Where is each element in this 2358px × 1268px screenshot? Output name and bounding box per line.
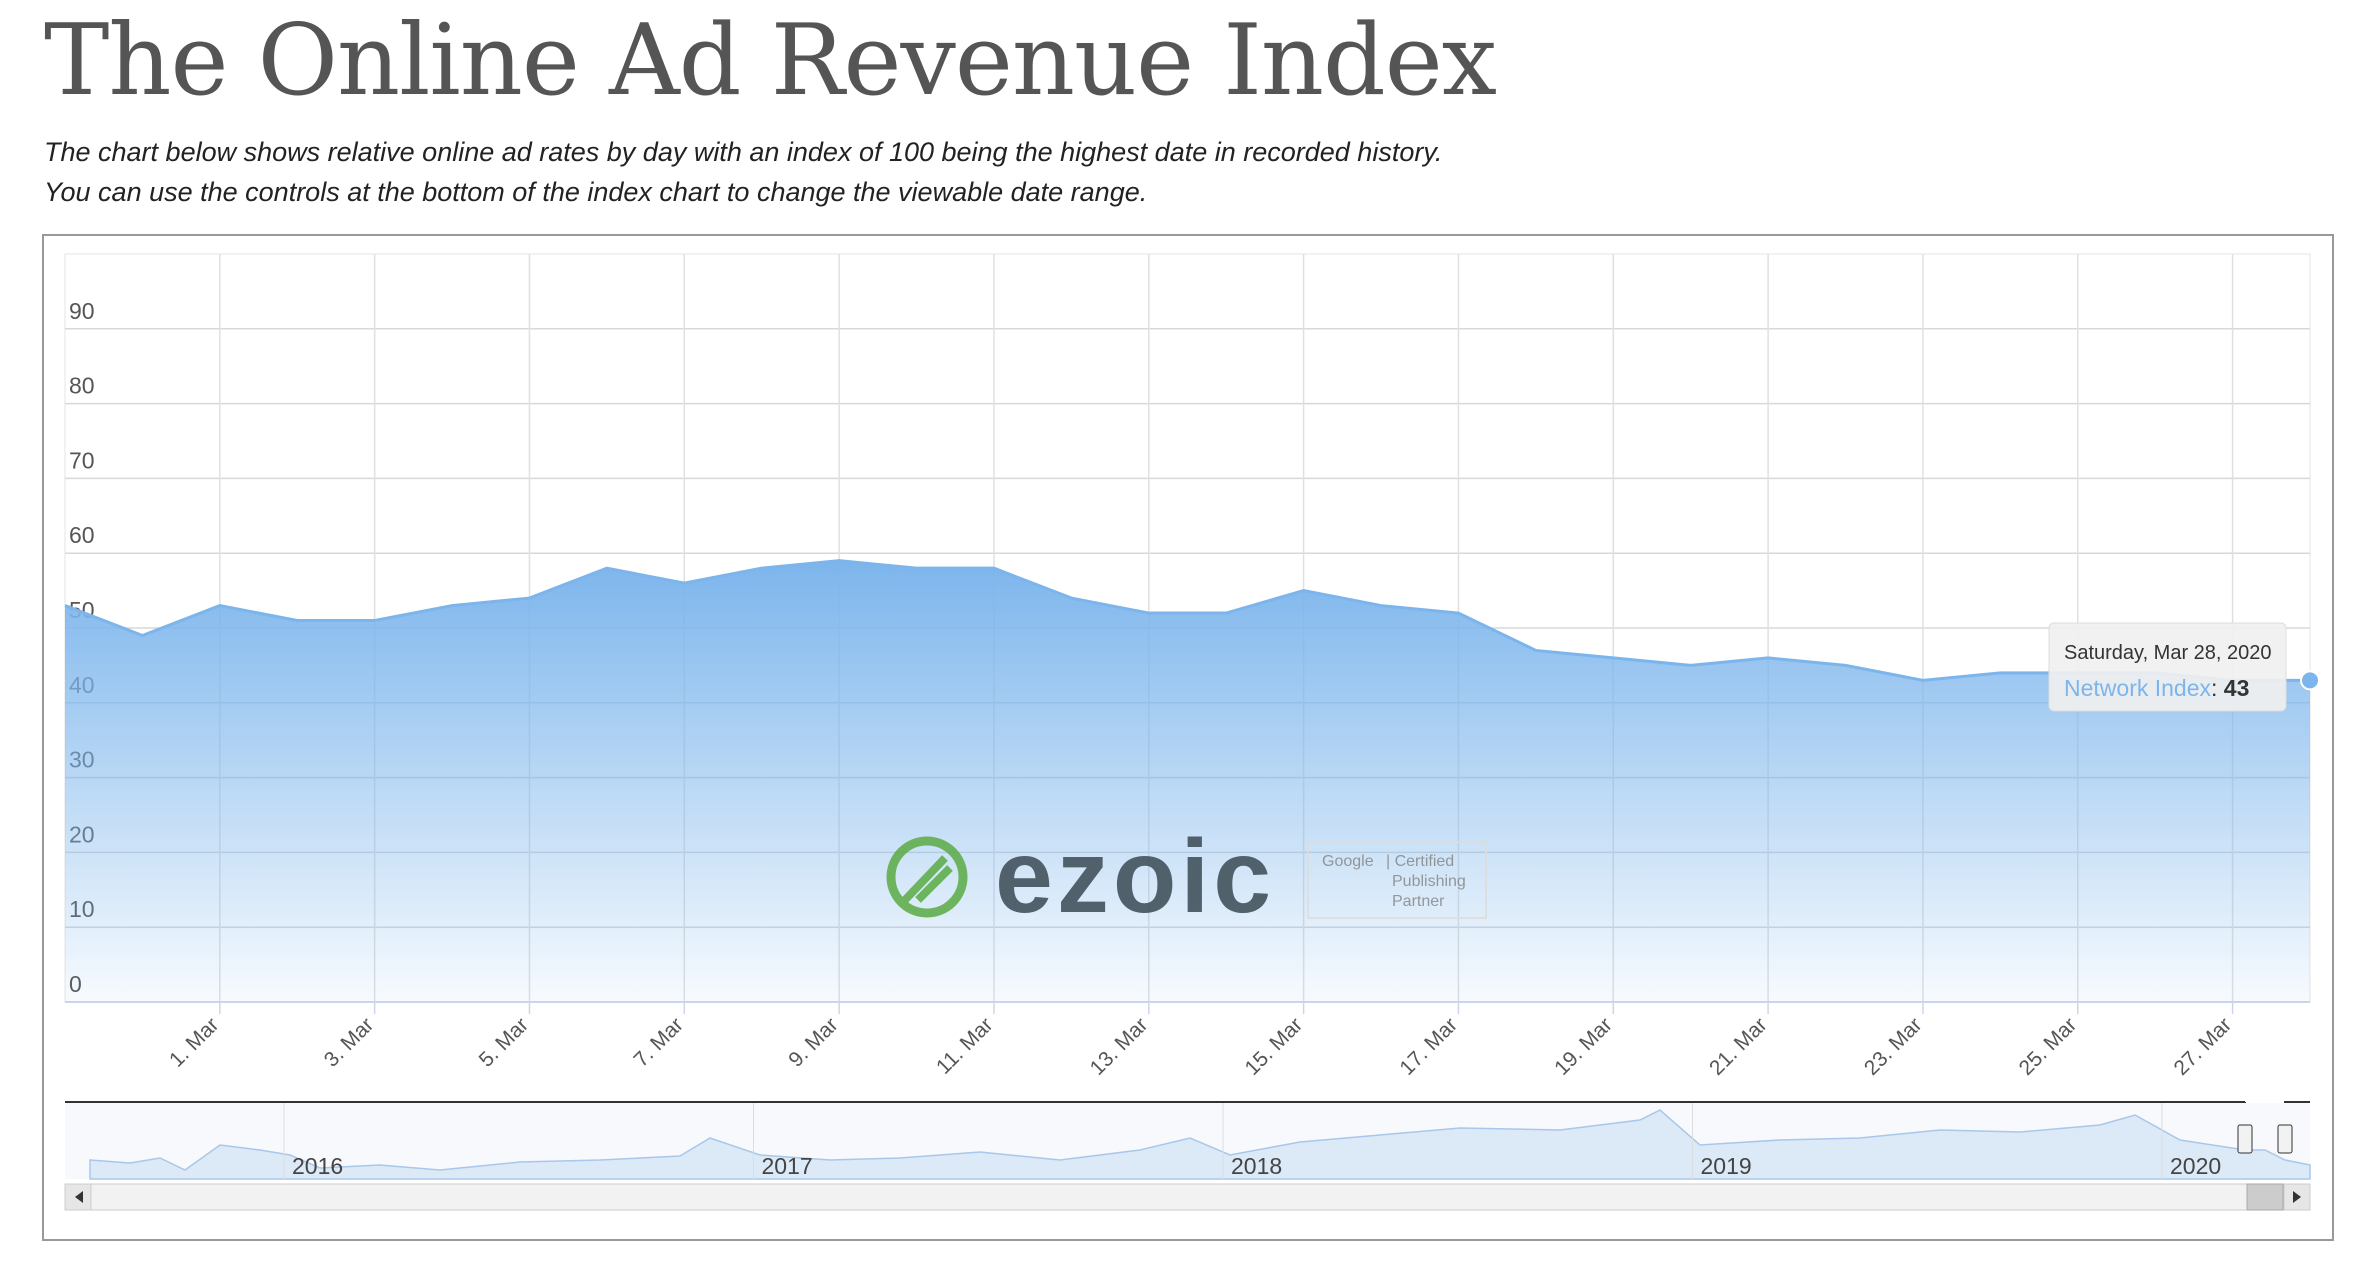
logo-text: ezoic [995, 819, 1275, 935]
navigator-label: 2018 [1231, 1153, 1282, 1179]
tooltip-separator: : [2211, 675, 2224, 701]
navigator-handle[interactable] [2237, 1124, 2253, 1154]
navigator-label: 2017 [762, 1153, 813, 1179]
arrow [75, 1191, 83, 1203]
badge-text: | Certified [1386, 853, 1454, 870]
description: The chart below shows relative online ad… [44, 137, 1443, 167]
badge-text: Google [1322, 853, 1374, 870]
scrollbar-track [64, 1183, 2311, 1211]
badge-text: Partner [1392, 893, 1445, 910]
navigator-handle[interactable] [2277, 1124, 2293, 1154]
logo-icon [886, 836, 968, 918]
y-tick-label: 80 [69, 373, 95, 399]
y-tick-label: 60 [69, 522, 95, 548]
badge-text: Publishing [1392, 873, 1466, 890]
navigator-label: 2019 [1701, 1153, 1752, 1179]
hover-marker [2300, 670, 2320, 691]
tooltip-date: Saturday, Mar 28, 2020 [2064, 642, 2272, 664]
tooltip-box [2048, 622, 2287, 712]
badge [1307, 841, 1487, 919]
tooltip: Saturday, Mar 28, 2020 Network Index: 43 [2048, 622, 2287, 712]
heading: The Online Ad Revenue Index [44, 4, 1497, 118]
arrow [2293, 1191, 2301, 1203]
navigator-label: 2016 [292, 1153, 343, 1179]
description: You can use the controls at the bottom o… [44, 177, 1148, 207]
tooltip-value: Network Index: 43 [2064, 675, 2249, 701]
navigator-series [89, 1109, 2311, 1180]
tooltip-number: 43 [2224, 675, 2250, 701]
y-tick-label: 70 [69, 447, 95, 473]
scrollbar-thumb[interactable] [2246, 1183, 2284, 1211]
y-tick-label: 90 [69, 298, 95, 324]
watermark: ezoic Google | Certified Publishing Part… [886, 819, 1487, 935]
area [65, 560, 2310, 1002]
tooltip-series: Network Index [2064, 675, 2212, 701]
navigator-label: 2020 [2170, 1153, 2221, 1179]
navigator-labels: 2016 2017 2018 2019 2020 [283, 1103, 2221, 1179]
line [64, 559, 2310, 682]
logo-icon [902, 855, 953, 903]
navigator: 2016 2017 2018 2019 2020 [64, 1101, 2311, 1211]
